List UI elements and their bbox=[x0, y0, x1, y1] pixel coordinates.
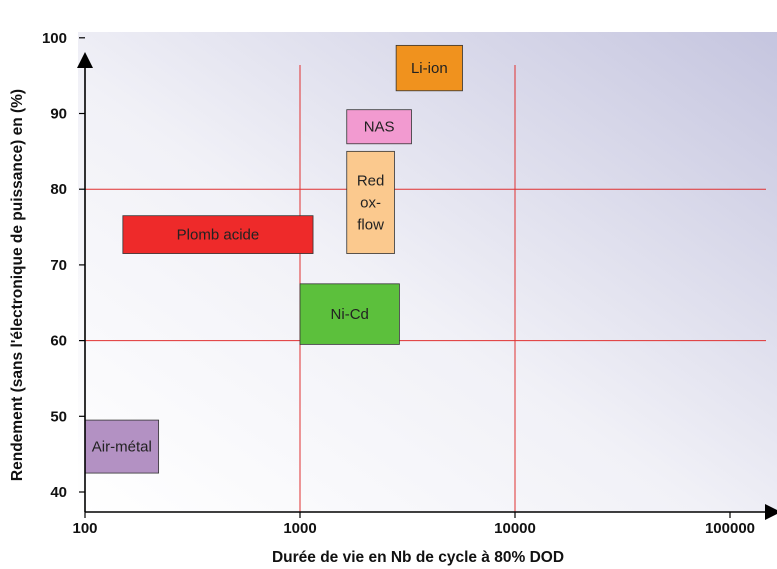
y-tick-label-80: 80 bbox=[50, 181, 67, 198]
box-label-plomb-acide: Plomb acide bbox=[177, 227, 260, 244]
x-tick-label-10000: 10000 bbox=[494, 520, 536, 537]
y-tick-label-40: 40 bbox=[50, 484, 67, 501]
y-tick-label-70: 70 bbox=[50, 257, 67, 274]
box-ni-cd bbox=[299, 283, 400, 345]
box-label-red-ox-flow: ox- bbox=[360, 194, 381, 211]
box-label-ni-cd: Ni-Cd bbox=[331, 306, 369, 323]
axes bbox=[77, 37, 777, 520]
plot-background bbox=[78, 32, 777, 512]
x-tick-label-1000: 1000 bbox=[283, 520, 316, 537]
box-label-red-ox-flow: Red bbox=[357, 172, 385, 189]
box-nas bbox=[346, 109, 412, 145]
box-li-ion bbox=[395, 44, 463, 92]
y-tick-label-90: 90 bbox=[50, 106, 67, 123]
box-label-red-ox-flow: flow bbox=[357, 216, 384, 233]
tick-labels: 40 50 60 70 80 90 100 100 1000 10000 100000 bbox=[42, 30, 755, 537]
technology-boxes: Li-ion NAS Red ox-flow Plomb acide Ni-Cd Air-m… bbox=[84, 44, 463, 474]
box-label-nas: NAS bbox=[364, 119, 395, 136]
box-label-li-ion: Li-ion bbox=[411, 60, 448, 77]
x-axis-title: Durée de vie en Nb de cycle à 80% DOD bbox=[272, 549, 564, 566]
box-label-air-m-tal: Air-métal bbox=[92, 439, 152, 456]
x-tick-label-100: 100 bbox=[72, 520, 97, 537]
box-red-ox-flow bbox=[346, 150, 395, 254]
y-tick-label-50: 50 bbox=[50, 408, 67, 425]
y-axis-title: Rendement (sans l'électronique de puissa… bbox=[9, 89, 26, 481]
y-tick-label-60: 60 bbox=[50, 333, 67, 350]
y-tick-label-100: 100 bbox=[42, 30, 67, 47]
box-plomb-acide bbox=[122, 215, 314, 254]
x-tick-label-100000: 100000 bbox=[705, 520, 755, 537]
box-air-m-tal bbox=[84, 419, 160, 474]
